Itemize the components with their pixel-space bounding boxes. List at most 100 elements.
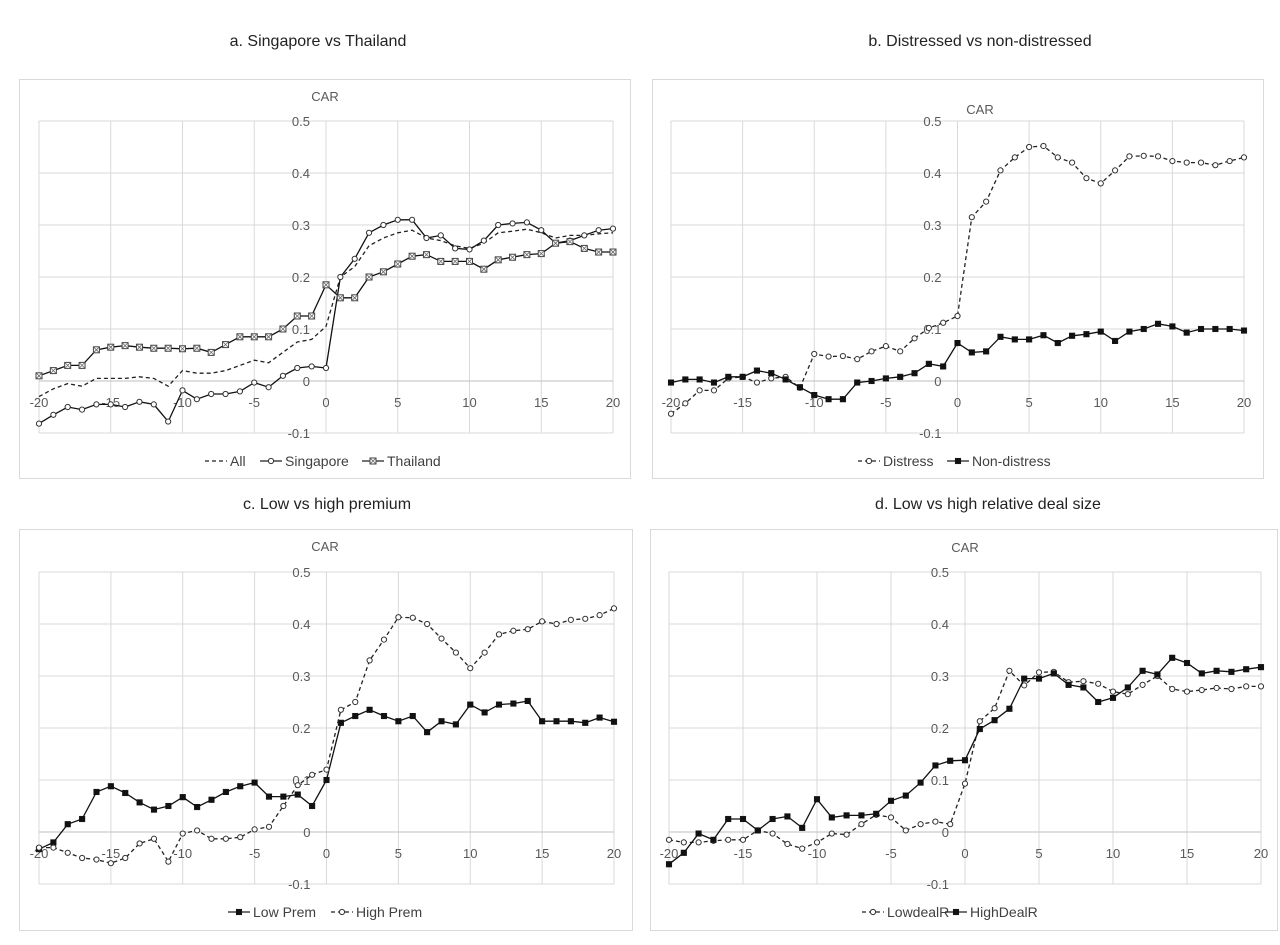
data-point bbox=[582, 615, 589, 622]
data-point bbox=[1097, 180, 1104, 187]
x-tick-label: -15 bbox=[733, 395, 752, 410]
data-point bbox=[265, 333, 273, 341]
legend-item: Singapore bbox=[260, 453, 349, 469]
data-point bbox=[351, 255, 358, 262]
data-point bbox=[193, 396, 200, 403]
x-tick-label: 20 bbox=[607, 846, 621, 861]
series-line bbox=[38, 228, 614, 398]
data-point bbox=[854, 379, 861, 386]
legend-marker bbox=[235, 908, 243, 916]
data-point bbox=[538, 227, 545, 234]
data-point bbox=[696, 376, 703, 383]
data-point bbox=[122, 403, 129, 411]
data-point bbox=[165, 802, 172, 810]
data-point bbox=[609, 248, 617, 256]
chart-2: -0.100.10.20.30.40.5-20 -15 -10 -5 0 5 10 15 20C… bbox=[30, 539, 622, 920]
data-point bbox=[799, 824, 806, 831]
data-point bbox=[710, 387, 718, 394]
x-tick-label: 20 bbox=[1237, 395, 1251, 410]
legend-item: High Prem bbox=[331, 904, 422, 920]
data-point bbox=[667, 379, 675, 386]
data-point bbox=[480, 265, 488, 273]
data-point bbox=[165, 418, 172, 425]
data-point bbox=[739, 373, 746, 380]
data-point bbox=[107, 401, 114, 408]
data-point bbox=[854, 356, 861, 363]
data-point bbox=[481, 649, 488, 656]
data-point bbox=[897, 373, 904, 380]
data-point bbox=[1083, 175, 1090, 182]
legend-label: Low Prem bbox=[253, 904, 316, 920]
data-point bbox=[725, 815, 732, 823]
x-tick-label: -5 bbox=[248, 395, 260, 410]
data-point bbox=[122, 789, 129, 797]
series-line bbox=[668, 669, 1261, 850]
data-point bbox=[1124, 684, 1131, 691]
data-point bbox=[165, 858, 172, 865]
data-point bbox=[150, 401, 157, 408]
data-point bbox=[136, 398, 143, 405]
data-point bbox=[337, 706, 344, 713]
data-point bbox=[466, 246, 473, 253]
data-point bbox=[813, 796, 821, 803]
x-tick-label: -5 bbox=[880, 395, 892, 410]
data-point bbox=[1169, 157, 1176, 165]
y-tick-label: 0.5 bbox=[292, 114, 310, 129]
data-point bbox=[537, 250, 545, 258]
data-point bbox=[1050, 670, 1057, 677]
data-point bbox=[799, 845, 806, 852]
data-point bbox=[322, 281, 330, 289]
legend-label: High Prem bbox=[356, 904, 422, 920]
data-point bbox=[379, 268, 387, 276]
data-point bbox=[991, 705, 998, 712]
data-point bbox=[567, 718, 574, 725]
data-point bbox=[179, 794, 186, 801]
data-point bbox=[366, 657, 373, 664]
data-point bbox=[308, 312, 316, 320]
data-point bbox=[222, 341, 230, 349]
data-point bbox=[1011, 154, 1018, 161]
data-point bbox=[466, 257, 473, 265]
data-point bbox=[1197, 325, 1205, 333]
data-point bbox=[150, 344, 158, 352]
data-point bbox=[424, 620, 431, 628]
data-point bbox=[917, 779, 924, 786]
data-point bbox=[135, 343, 143, 351]
data-point bbox=[667, 410, 675, 417]
data-point bbox=[1226, 325, 1233, 333]
data-point bbox=[784, 813, 791, 820]
data-point bbox=[1169, 654, 1176, 661]
data-point bbox=[179, 345, 186, 353]
data-point bbox=[107, 783, 114, 790]
data-point bbox=[1183, 159, 1190, 166]
data-point bbox=[251, 379, 258, 386]
y-tick-label: 0.3 bbox=[931, 669, 949, 684]
data-point bbox=[92, 346, 100, 354]
data-point bbox=[739, 836, 747, 843]
data-point bbox=[1243, 666, 1250, 673]
data-point bbox=[925, 324, 932, 332]
legend-marker bbox=[369, 457, 377, 465]
data-point bbox=[467, 701, 474, 708]
data-point bbox=[495, 701, 503, 708]
data-point bbox=[438, 718, 445, 725]
data-point bbox=[582, 719, 589, 726]
x-tick-label: -5 bbox=[249, 846, 261, 861]
series-low-prem bbox=[35, 697, 618, 853]
data-point bbox=[523, 219, 531, 226]
data-point bbox=[336, 294, 344, 302]
legend-item: Low Prem bbox=[228, 904, 316, 920]
data-point bbox=[64, 361, 72, 369]
legend-label: Non-distress bbox=[972, 453, 1051, 469]
data-point bbox=[997, 333, 1004, 340]
data-point bbox=[925, 360, 932, 367]
x-tick-label: -20 bbox=[660, 846, 679, 861]
legend-marker bbox=[865, 457, 873, 465]
legend-marker bbox=[869, 908, 877, 916]
data-point bbox=[222, 835, 229, 842]
data-point bbox=[839, 352, 847, 360]
data-point bbox=[1083, 331, 1090, 338]
data-point bbox=[523, 251, 531, 259]
data-point bbox=[1126, 328, 1133, 335]
data-point bbox=[121, 342, 129, 350]
